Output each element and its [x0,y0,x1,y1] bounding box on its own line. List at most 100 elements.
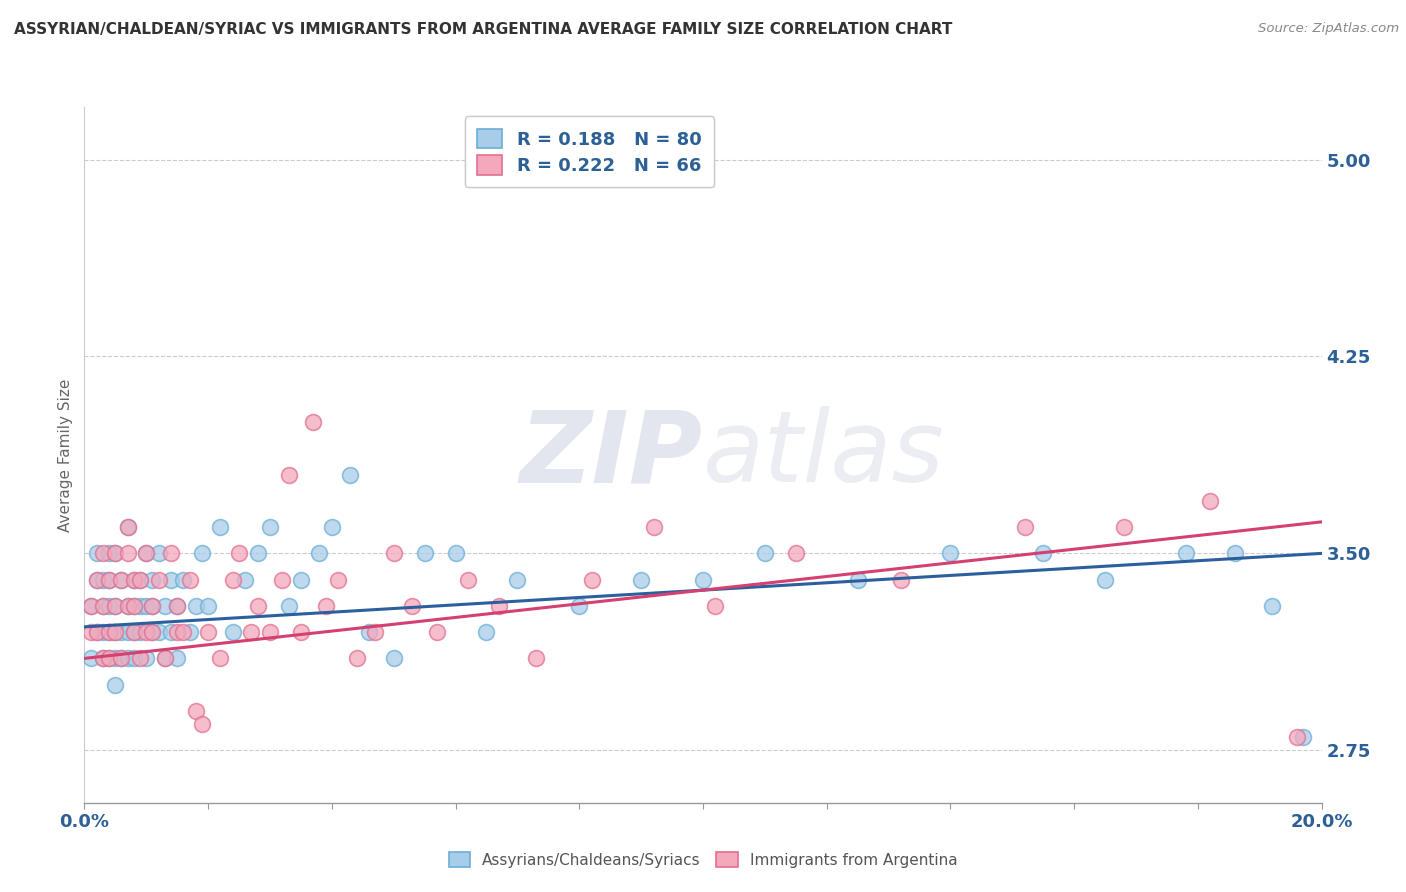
Point [122,599,145,613]
Point [110,651,132,665]
Point [184,599,207,613]
Point [122,651,145,665]
Text: ASSYRIAN/CHALDEAN/SYRIAC VS IMMIGRANTS FROM ARGENTINA AVERAGE FAMILY SIZE CORREL: ASSYRIAN/CHALDEAN/SYRIAC VS IMMIGRANTS F… [14,22,952,37]
Point [382,651,405,665]
Point [141,625,163,640]
Point [110,625,132,640]
Point [91,599,114,613]
Point [91,625,114,640]
Point [240,625,263,640]
Point [277,467,299,482]
Point [129,573,152,587]
Point [222,625,245,640]
Point [148,573,170,587]
Point [457,573,479,587]
Point [426,625,449,640]
Point [630,573,652,587]
Point [692,573,714,587]
Point [246,546,269,560]
Point [91,546,114,560]
Point [166,651,188,665]
Point [91,651,114,665]
Point [444,546,467,560]
Point [382,546,405,560]
Point [129,573,152,587]
Point [315,599,337,613]
Point [290,573,312,587]
Point [91,573,114,587]
Point [117,651,139,665]
Point [86,625,108,640]
Point [86,573,108,587]
Point [209,651,232,665]
Point [104,625,127,640]
Point [401,599,423,613]
Point [1094,573,1116,587]
Point [86,625,108,640]
Point [129,599,152,613]
Point [117,520,139,534]
Point [122,573,145,587]
Point [141,599,163,613]
Y-axis label: Average Family Size: Average Family Size [58,378,73,532]
Point [191,546,214,560]
Point [179,625,201,640]
Point [166,599,188,613]
Point [98,651,121,665]
Point [160,546,183,560]
Point [1199,494,1222,508]
Point [160,625,183,640]
Point [135,599,157,613]
Point [153,599,176,613]
Point [1112,520,1135,534]
Point [135,651,157,665]
Point [117,599,139,613]
Point [141,625,163,640]
Point [339,467,361,482]
Point [1032,546,1054,560]
Point [122,625,145,640]
Point [104,651,127,665]
Point [79,599,101,613]
Point [413,546,436,560]
Point [197,599,219,613]
Point [153,651,176,665]
Point [1261,599,1284,613]
Point [135,546,157,560]
Point [326,573,349,587]
Point [91,599,114,613]
Point [259,520,281,534]
Point [110,573,132,587]
Point [506,573,529,587]
Point [91,651,114,665]
Text: Source: ZipAtlas.com: Source: ZipAtlas.com [1258,22,1399,36]
Point [104,599,127,613]
Point [98,599,121,613]
Point [271,573,294,587]
Point [135,546,157,560]
Point [1014,520,1036,534]
Point [98,573,121,587]
Point [135,625,157,640]
Point [228,546,250,560]
Text: ZIP: ZIP [520,407,703,503]
Point [148,546,170,560]
Point [222,573,245,587]
Point [346,651,368,665]
Point [364,625,387,640]
Point [581,573,603,587]
Point [321,520,343,534]
Point [166,599,188,613]
Point [79,651,101,665]
Point [290,625,312,640]
Point [890,573,912,587]
Point [117,546,139,560]
Point [141,573,163,587]
Point [179,573,201,587]
Point [308,546,330,560]
Point [475,625,498,640]
Point [98,625,121,640]
Point [357,625,380,640]
Point [104,546,127,560]
Point [785,546,807,560]
